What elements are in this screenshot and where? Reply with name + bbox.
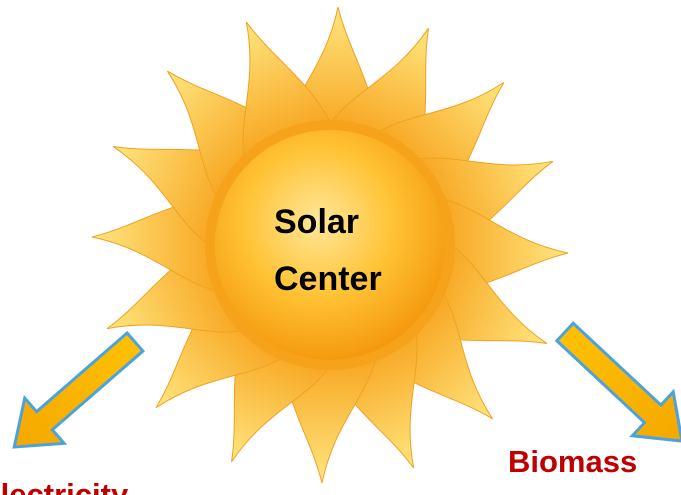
sun-label-2: Center bbox=[274, 260, 382, 298]
sun-core bbox=[215, 130, 445, 360]
arrow-right bbox=[554, 321, 681, 443]
output-label: Electricity bbox=[0, 477, 129, 495]
sun-label-1: Solar bbox=[274, 203, 359, 241]
arrow-left bbox=[12, 330, 145, 449]
output-label: Biomass bbox=[508, 444, 637, 479]
